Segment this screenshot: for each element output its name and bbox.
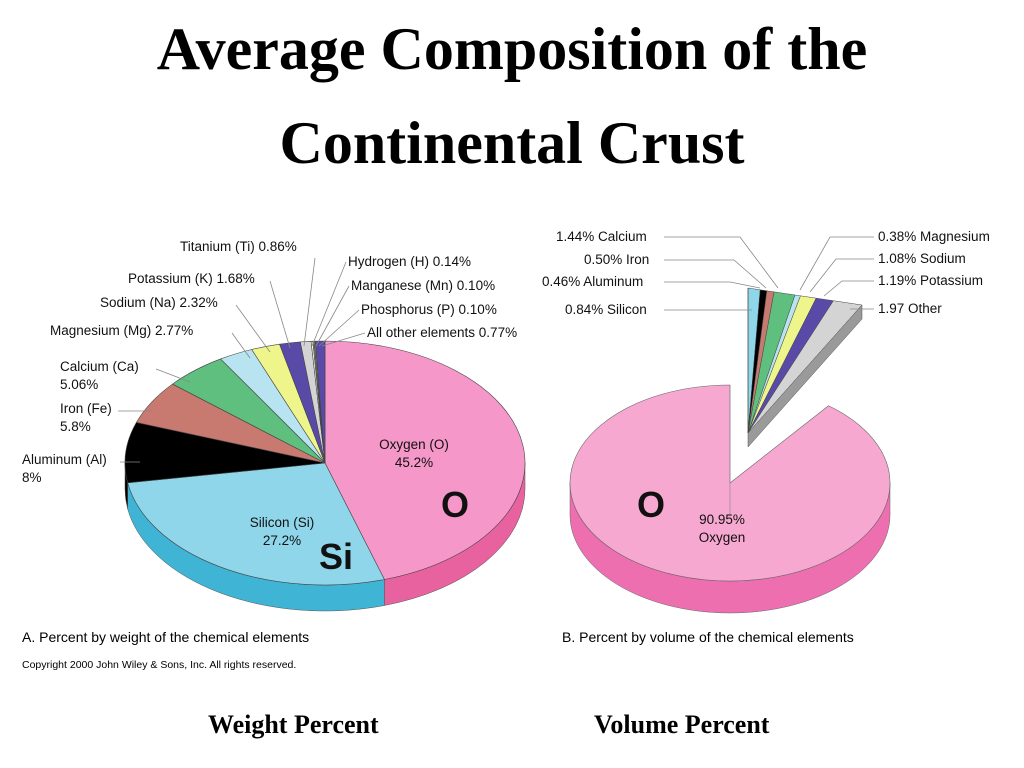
volume-label-calcium: 1.44% Calcium [556,229,647,244]
leader-line [823,280,874,297]
leader-line [664,236,779,289]
weight-percent-caption: Weight Percent [208,710,379,739]
leader-line [809,258,874,293]
weight-value-iron: 5.8% [60,419,91,434]
weight-pie-labels: Oxygen (O) 45.2% Silicon (Si) 27.2% Aluminum… [22,239,517,577]
weight-label-titanium: Titanium (Ti) 0.86% [180,239,297,254]
leader-line [235,304,271,353]
volume-value-oxygen: 90.95% [699,512,745,527]
volume-slice-other-side [747,304,863,448]
weight-value-aluminum: 8% [22,470,42,485]
leader-line [269,280,291,349]
weight-label-sodium: Sodium (Na) 2.32% [100,295,218,310]
leader-line [799,236,874,291]
leader-line [311,261,347,347]
volume-pie-chart [569,287,891,614]
leader-line [321,332,366,347]
volume-label-potassium: 1.19% Potassium [878,273,983,288]
volume-label-magnesium: 0.38% Magnesium [878,229,990,244]
weight-label-aluminum: Aluminum (Al) [22,452,107,467]
weight-label-manganese: Manganese (Mn) 0.10% [351,278,495,293]
volume-label-silicon: 0.84% Silicon [565,302,647,317]
weight-value-oxygen: 45.2% [395,455,433,470]
leader-line [231,332,251,359]
weight-label-hydrogen: Hydrogen (H) 0.14% [348,254,471,269]
slide-title-line2: Continental Crust [279,110,745,176]
leader-line [315,285,350,347]
weight-label-oxygen: Oxygen (O) [379,437,449,452]
leader-line [664,281,761,289]
leader-line [303,257,316,347]
volume-label-sodium: 1.08% Sodium [878,251,966,266]
weight-chart-caption: A. Percent by weight of the chemical ele… [22,629,309,645]
slide-title-line1: Average Composition of the [156,16,868,82]
weight-slice-aluminum [124,422,326,484]
weight-label-other: All other elements 0.77% [367,325,517,340]
weight-label-phosphorus: Phosphorus (P) 0.10% [361,302,497,317]
weight-marker-silicon: Si [319,536,353,577]
volume-pie-labels: 90.95% Oxygen O 1.44% Calcium 0.50% Iron 0.46… [542,229,990,545]
weight-label-iron: Iron (Fe) [60,401,112,416]
weight-marker-oxygen: O [441,484,469,525]
volume-marker-oxygen: O [637,484,665,525]
volume-label-other: 1.97 Other [878,301,942,316]
weight-slice-silicon [127,462,385,586]
volume-label-aluminum: 0.46% Aluminum [542,274,643,289]
weight-label-magnesium: Magnesium (Mg) 2.77% [50,323,193,338]
weight-slice-oxygen [324,340,526,580]
weight-label-potassium: Potassium (K) 1.68% [128,271,255,286]
volume-percent-caption: Volume Percent [594,710,770,739]
volume-label-oxygen: Oxygen [699,530,746,545]
weight-pie-chart [124,340,526,612]
leader-line [318,309,360,347]
weight-value-calcium: 5.06% [60,377,98,392]
weight-label-silicon: Silicon (Si) [250,515,315,530]
leader-line [664,259,767,289]
weight-label-calcium: Calcium (Ca) [60,359,139,374]
leader-line [155,368,191,383]
volume-chart-caption: B. Percent by volume of the chemical ele… [562,629,854,645]
volume-label-iron: 0.50% Iron [584,252,649,267]
weight-value-silicon: 27.2% [263,533,301,548]
copyright-notice: Copyright 2000 John Wiley & Sons, Inc. A… [22,659,296,671]
